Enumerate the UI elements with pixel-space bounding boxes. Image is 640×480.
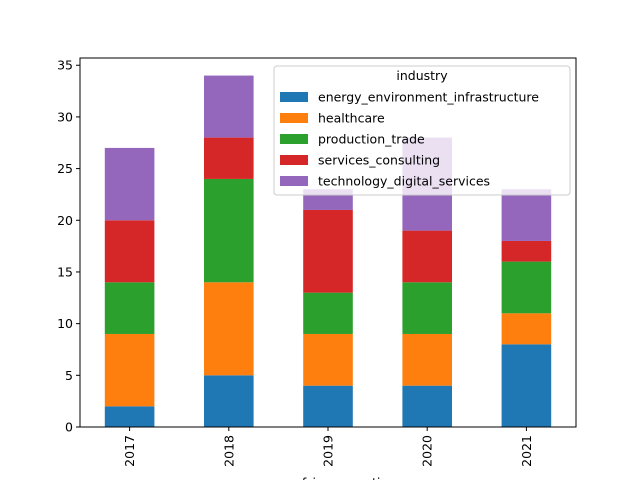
legend: industry energy_environment_infrastructu… — [273, 65, 571, 196]
y-tick-label: 5 — [65, 368, 73, 383]
bar-2021-healthcare — [501, 313, 552, 345]
x-tick-label: 2020 — [420, 435, 435, 467]
bar-2019-healthcare — [303, 333, 353, 386]
y-tick-label: 20 — [57, 213, 73, 228]
bar-2020-services_consulting — [402, 230, 452, 283]
bar-2019-services_consulting — [303, 209, 353, 293]
bar-2021-technology_digital_services — [501, 189, 552, 241]
x-tick-label: 2021 — [519, 435, 534, 467]
legend-box — [273, 65, 571, 196]
bars-group — [104, 75, 552, 427]
bar-2017-energy_environment_infrastructure — [104, 406, 155, 427]
plot-frame — [79, 57, 577, 428]
bar-2019-production_trade — [303, 292, 353, 334]
bar-2018-production_trade — [204, 178, 254, 283]
y-axis-ticks: 0 5 10 15 20 25 30 35 — [57, 58, 80, 435]
bar-2021-energy_environment_infrastructure — [501, 344, 552, 427]
bar-2018-energy_environment_infrastructure — [204, 375, 254, 427]
legend-title: industry — [396, 68, 448, 83]
y-tick-label: 0 — [65, 420, 73, 435]
legend-label: production_trade — [318, 132, 425, 147]
legend-label: technology_digital_services — [318, 174, 490, 189]
x-axis-label: year_of_incorporation — [260, 475, 396, 480]
y-tick-label: 30 — [57, 109, 73, 124]
bar-2018-services_consulting — [204, 137, 254, 179]
bar-2020-production_trade — [402, 282, 452, 334]
y-tick-label: 25 — [57, 161, 73, 176]
x-tick-label: 2019 — [321, 435, 336, 467]
y-tick-label: 15 — [57, 264, 73, 279]
bar-2020-energy_environment_infrastructure — [402, 385, 452, 427]
x-tick-label: 2017 — [122, 435, 137, 467]
legend-swatch — [280, 134, 308, 144]
bar-2018-technology_digital_services — [204, 75, 254, 138]
legend-swatch — [280, 155, 308, 165]
bar-2021-production_trade — [501, 261, 552, 314]
bar-2017-technology_digital_services — [104, 147, 155, 221]
bar-2018-healthcare — [204, 282, 254, 376]
legend-swatch — [280, 92, 308, 102]
x-axis-ticks: 2017 2018 2019 2020 2021 — [122, 427, 534, 467]
x-tick-label: 2018 — [221, 435, 236, 467]
y-tick-label: 10 — [57, 316, 73, 331]
bar-2017-production_trade — [104, 282, 155, 334]
legend-items: energy_environment_infrastructurehealthc… — [280, 90, 539, 189]
bar-2017-services_consulting — [104, 220, 155, 283]
legend-label: energy_environment_infrastructure — [318, 90, 539, 105]
bar-2019-energy_environment_infrastructure — [303, 385, 353, 427]
bar-2021-services_consulting — [501, 240, 552, 262]
legend-label: services_consulting — [318, 153, 440, 168]
legend-swatch — [280, 176, 308, 186]
bar-2020-healthcare — [402, 333, 452, 386]
legend-swatch — [280, 113, 308, 123]
legend-label: healthcare — [318, 111, 385, 126]
y-tick-label: 35 — [57, 58, 73, 73]
bar-2017-healthcare — [104, 333, 155, 407]
